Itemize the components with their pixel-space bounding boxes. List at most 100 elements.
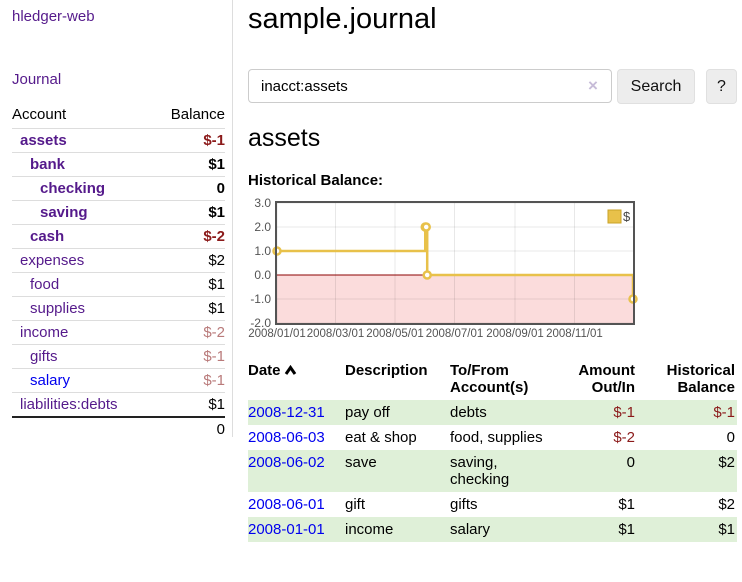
accounts-total-row: 0 <box>12 416 225 441</box>
account-balance: $1 <box>152 200 225 225</box>
y-axis-tick-label: 0.0 <box>254 268 271 282</box>
legend-swatch <box>607 209 622 224</box>
account-row: cash $-2 <box>12 224 225 249</box>
account-balance: $1 <box>152 296 225 321</box>
data-point-marker <box>422 270 432 280</box>
main-content: sample.journal × Search ? assets Histori… <box>248 0 737 582</box>
x-axis-tick-label: 2008/07/01 <box>426 328 484 340</box>
transaction-amount: $-1 <box>613 404 635 421</box>
account-link-salary[interactable]: salary <box>30 372 71 389</box>
register-row: 2008-06-02 save saving, checking 0 $2 <box>248 450 737 492</box>
transaction-balance: 0 <box>726 429 735 446</box>
transaction-date-link[interactable]: 2008-06-03 <box>248 429 325 446</box>
legend-label: $ <box>623 209 631 224</box>
account-balance: $1 <box>152 272 225 297</box>
chart-border <box>275 201 635 325</box>
clear-search-icon[interactable]: × <box>588 76 598 95</box>
transaction-date-link[interactable]: 2008-06-02 <box>248 454 325 471</box>
x-axis-tick-label: 2008/11/01 <box>546 328 603 340</box>
register-header-accounts: To/From Account(s) <box>450 362 529 396</box>
account-link-income[interactable]: income <box>20 324 69 341</box>
transaction-description: pay off <box>345 404 390 421</box>
sort-ascending-icon <box>284 365 296 375</box>
account-balance: $1 <box>152 392 225 417</box>
account-link-liabilities-debts[interactable]: liabilities:debts <box>20 396 118 413</box>
account-row: salary $-1 <box>12 368 225 393</box>
account-heading: assets <box>248 124 321 152</box>
account-link-checking[interactable]: checking <box>40 180 106 197</box>
x-axis-tick-label: 2008/03/01 <box>307 328 365 340</box>
transaction-date-link[interactable]: 2008-01-01 <box>248 521 325 538</box>
sidebar-item-journal[interactable]: Journal <box>12 71 62 88</box>
account-row: saving $1 <box>12 200 225 225</box>
transaction-accounts: debts <box>450 404 487 421</box>
transaction-accounts: saving, checking <box>450 454 510 488</box>
register-header-description: Description <box>345 362 428 379</box>
page-title: sample.journal <box>248 3 437 35</box>
y-axis-tick-label: 1.0 <box>254 244 271 258</box>
transaction-accounts: food, supplies <box>450 429 543 446</box>
account-balance: $2 <box>152 248 225 273</box>
transaction-description: gift <box>345 496 366 513</box>
account-link-expenses[interactable]: expenses <box>20 252 85 269</box>
account-row: food $1 <box>12 272 225 297</box>
transaction-balance: $2 <box>718 496 735 513</box>
transaction-amount: 0 <box>626 454 635 471</box>
accounts-header-account: Account <box>12 106 67 123</box>
account-row: expenses $2 <box>12 248 225 273</box>
y-axis-tick-label: 3.0 <box>254 196 271 210</box>
accounts-total-balance: 0 <box>152 416 225 441</box>
account-balance: $-1 <box>152 128 225 153</box>
transaction-balance: $2 <box>718 454 735 471</box>
transaction-accounts: gifts <box>450 496 478 513</box>
sidebar: hledger-web Journal Account Balance asse… <box>0 0 233 441</box>
account-link-supplies[interactable]: supplies <box>30 300 86 317</box>
help-button[interactable]: ? <box>706 69 737 104</box>
y-axis-tick-label: -1.0 <box>250 292 271 306</box>
transaction-description: income <box>345 521 394 538</box>
register-row: 2008-01-01 income salary $1 $1 <box>248 517 737 542</box>
x-axis-tick-label: 2008/01/01 <box>248 328 306 340</box>
x-axis-tick-label: 2008/05/01 <box>366 328 424 340</box>
register-header-row: Date Description To/From Account(s) Amou… <box>248 358 737 400</box>
account-balance: $-2 <box>152 320 225 345</box>
account-row: gifts $-1 <box>12 344 225 369</box>
account-row: assets $-1 <box>12 128 225 153</box>
account-link-assets[interactable]: assets <box>20 132 67 149</box>
search-form: × Search ? <box>248 69 737 105</box>
chart-title: Historical Balance: <box>248 172 384 189</box>
register-table: Date Description To/From Account(s) Amou… <box>248 358 737 542</box>
account-balance: $-1 <box>152 344 225 369</box>
transaction-balance: $1 <box>718 521 735 538</box>
transaction-amount: $-2 <box>613 429 635 446</box>
transaction-amount: $1 <box>618 521 635 538</box>
register-header-amount: Amount Out/In <box>578 362 635 396</box>
transaction-date-link[interactable]: 2008-12-31 <box>248 404 325 421</box>
account-link-cash[interactable]: cash <box>30 228 65 245</box>
x-axis-tick-label: 2008/09/01 <box>486 328 544 340</box>
register-row: 2008-12-31 pay off debts $-1 $-1 <box>248 400 737 425</box>
data-point-marker <box>421 222 431 232</box>
account-balance: $1 <box>152 152 225 177</box>
account-link-food[interactable]: food <box>30 276 60 293</box>
account-balance: $-1 <box>152 368 225 393</box>
register-header-date[interactable]: Date <box>248 358 345 400</box>
chart-negative-region <box>277 275 633 323</box>
account-link-saving[interactable]: saving <box>40 204 88 221</box>
search-button[interactable]: Search <box>617 69 695 104</box>
account-link-gifts[interactable]: gifts <box>30 348 58 365</box>
accounts-header-balance: Balance <box>170 106 225 123</box>
account-balance: $-2 <box>152 224 225 249</box>
search-input[interactable] <box>248 69 612 103</box>
account-link-bank[interactable]: bank <box>30 156 66 173</box>
transaction-date-link[interactable]: 2008-06-01 <box>248 496 325 513</box>
account-row: liabilities:debts $1 <box>12 392 225 417</box>
y-axis-tick-label: 2.0 <box>254 220 271 234</box>
transaction-balance: $-1 <box>713 404 735 421</box>
account-row: supplies $1 <box>12 296 225 321</box>
brand-link[interactable]: hledger-web <box>12 8 95 25</box>
transaction-amount: $1 <box>618 496 635 513</box>
register-row: 2008-06-01 gift gifts $1 $2 <box>248 492 737 517</box>
account-row: checking 0 <box>12 176 225 201</box>
